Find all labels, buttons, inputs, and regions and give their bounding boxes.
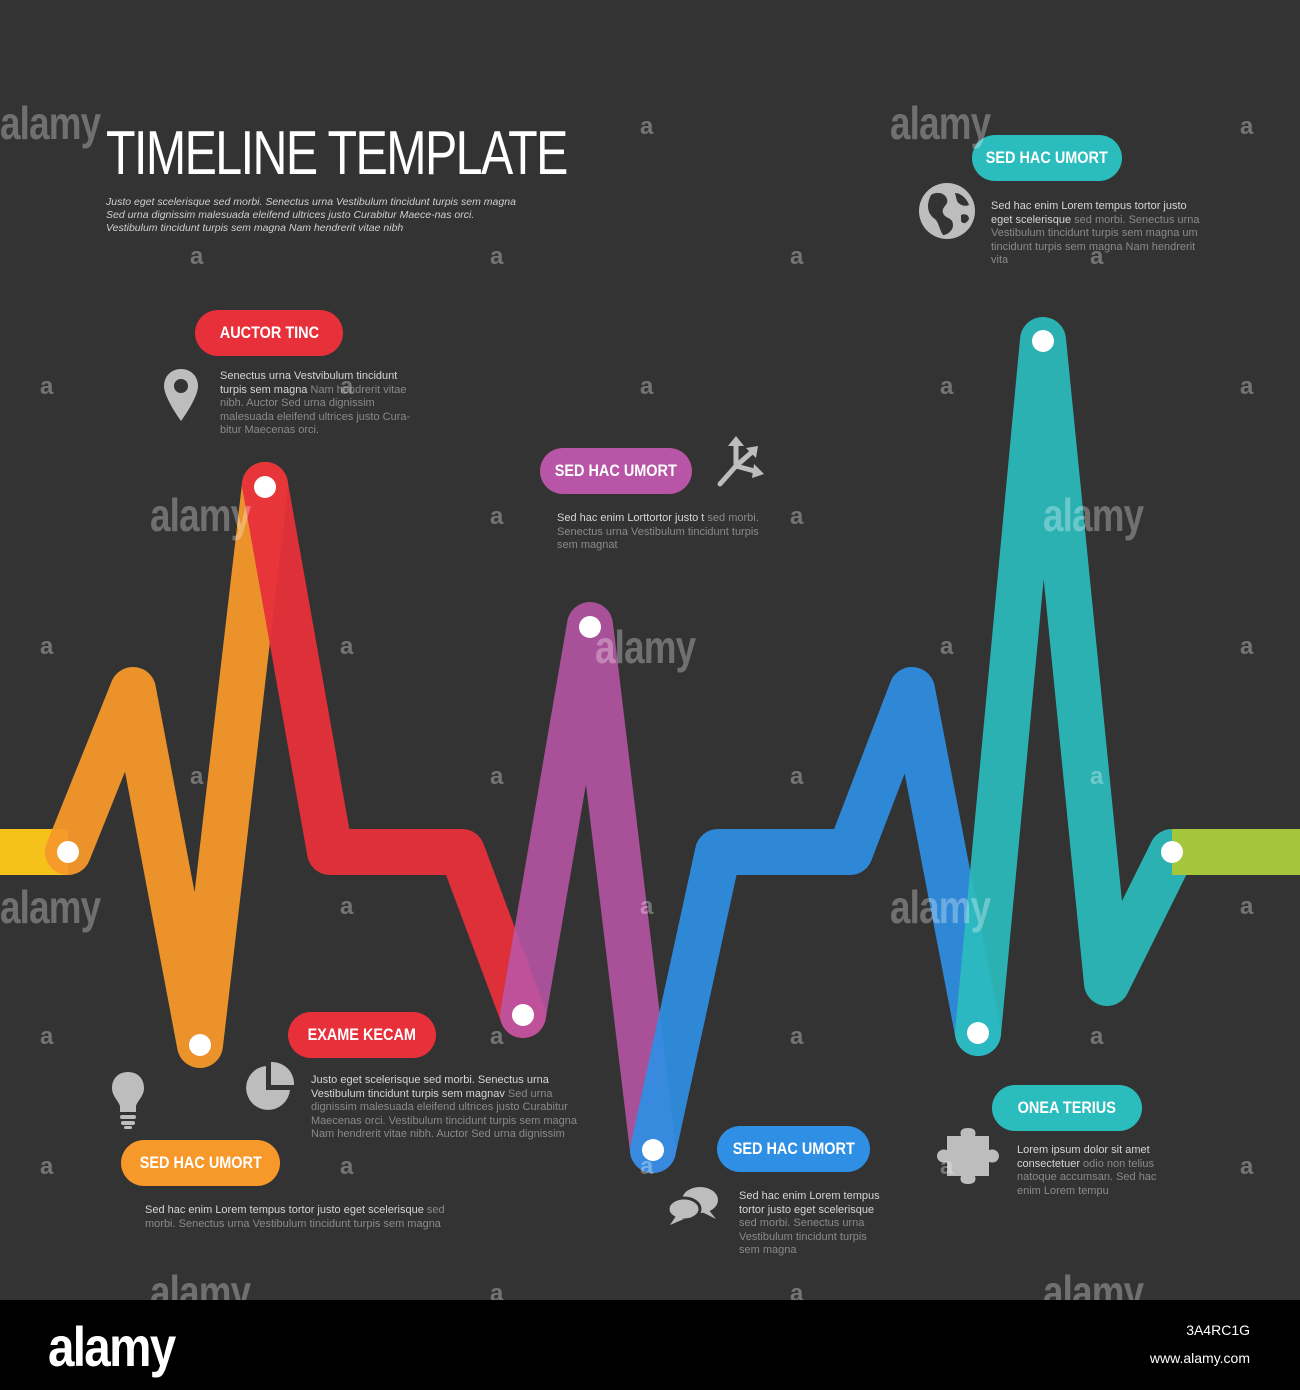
milestone-description: Sed hac enim Lorem tempus tortor justo e…: [991, 200, 1200, 267]
milestone-label: EXAME KECAM: [288, 1012, 436, 1058]
watermark: a: [40, 373, 54, 400]
watermark: a: [490, 243, 504, 270]
watermark: a: [640, 893, 654, 920]
watermark: a: [490, 1023, 504, 1050]
milestone-description: Sed hac enim Lorttortor justo t sed morb…: [557, 512, 759, 552]
globe-icon: [919, 183, 975, 239]
page-title: TIMELINE TEMPLATE: [106, 119, 568, 188]
watermark: alamy: [1043, 489, 1144, 541]
watermark: a: [1240, 633, 1254, 660]
timeline-point: [1032, 330, 1054, 352]
arrows-split-icon: [717, 436, 764, 487]
watermark: a: [1090, 1023, 1104, 1050]
wave-segment-orange: [45, 462, 288, 1068]
watermark: a: [640, 113, 654, 140]
watermark: a: [790, 503, 804, 530]
watermark: a: [790, 243, 804, 270]
watermark: a: [940, 633, 954, 660]
milestone-description: Senectus urna Vestvibulum tincidunt turp…: [220, 370, 411, 437]
milestone-label: SED HAC UMORT: [540, 448, 692, 494]
watermark: alamy: [0, 97, 101, 149]
watermark: a: [190, 763, 204, 790]
timeline-point: [189, 1034, 211, 1056]
lightbulb-icon: [112, 1072, 144, 1129]
watermark: alamy: [0, 881, 101, 933]
milestone-description: Sed hac enim Lorem tempus tortor justo e…: [739, 1190, 880, 1257]
watermark: alamy: [890, 881, 991, 933]
wave-segment-blue: [630, 667, 1001, 1173]
watermark: a: [40, 1153, 54, 1180]
wave-segment-teal: [955, 317, 1195, 1056]
watermark: a: [40, 1023, 54, 1050]
watermark: alamy: [150, 489, 251, 541]
watermark: a: [40, 633, 54, 660]
page-subtitle: Justo eget scelerisque sed morbi. Senect…: [106, 196, 516, 234]
watermark: a: [490, 763, 504, 790]
watermark: a: [940, 373, 954, 400]
timeline-point: [642, 1139, 664, 1161]
milestone-label: ONEA TERIUS: [992, 1085, 1142, 1131]
watermark: a: [1240, 1153, 1254, 1180]
timeline-wave: [0, 317, 1300, 1173]
watermark: a: [1240, 893, 1254, 920]
watermark: a: [490, 503, 504, 530]
milestone-description: Lorem ipsum dolor sit amet consectetuer …: [1017, 1144, 1157, 1197]
milestone-label: SED HAC UMORT: [972, 135, 1122, 181]
pie-chart-icon: [246, 1062, 294, 1110]
milestone-description: Justo eget scelerisque sed morbi. Senect…: [311, 1074, 577, 1141]
timeline-point: [1161, 841, 1183, 863]
watermark: a: [790, 763, 804, 790]
timeline-point: [967, 1022, 989, 1044]
timeline-point: [579, 616, 601, 638]
watermark: alamy: [595, 621, 696, 673]
map-pin-icon: [164, 369, 198, 421]
milestone-label: SED HAC UMORT: [121, 1140, 280, 1186]
timeline-point: [512, 1004, 534, 1026]
wave-segment-purple: [500, 602, 676, 1173]
watermark: a: [640, 373, 654, 400]
watermark: a: [1090, 763, 1104, 790]
timeline-point: [57, 841, 79, 863]
timeline-point: [254, 476, 276, 498]
image-code: 3A4RC1G: [1186, 1322, 1250, 1338]
watermark: a: [940, 1153, 954, 1180]
watermark: a: [1240, 113, 1254, 140]
watermark: alamy: [890, 97, 991, 149]
watermark: a: [340, 893, 354, 920]
watermark: a: [1240, 373, 1254, 400]
footer-logo: alamy: [48, 1315, 176, 1378]
watermark: a: [340, 633, 354, 660]
footer-bar: alamy 3A4RC1G www.alamy.com: [0, 1300, 1300, 1390]
footer-url: www.alamy.com: [1149, 1350, 1250, 1366]
wave-segment-red: [242, 462, 546, 1038]
chat-bubbles-icon: [666, 1187, 718, 1225]
watermark: a: [640, 1153, 654, 1180]
watermark: a: [340, 1153, 354, 1180]
watermark: a: [790, 1023, 804, 1050]
watermark: a: [340, 373, 354, 400]
watermark: a: [190, 243, 204, 270]
milestone-label: AUCTOR TINC: [195, 310, 343, 356]
milestone-description: Sed hac enim Lorem tempus tortor justo e…: [145, 1204, 445, 1230]
watermark: a: [1090, 243, 1104, 270]
puzzle-icon: [937, 1128, 999, 1184]
milestone-label: SED HAC UMORT: [717, 1126, 870, 1172]
